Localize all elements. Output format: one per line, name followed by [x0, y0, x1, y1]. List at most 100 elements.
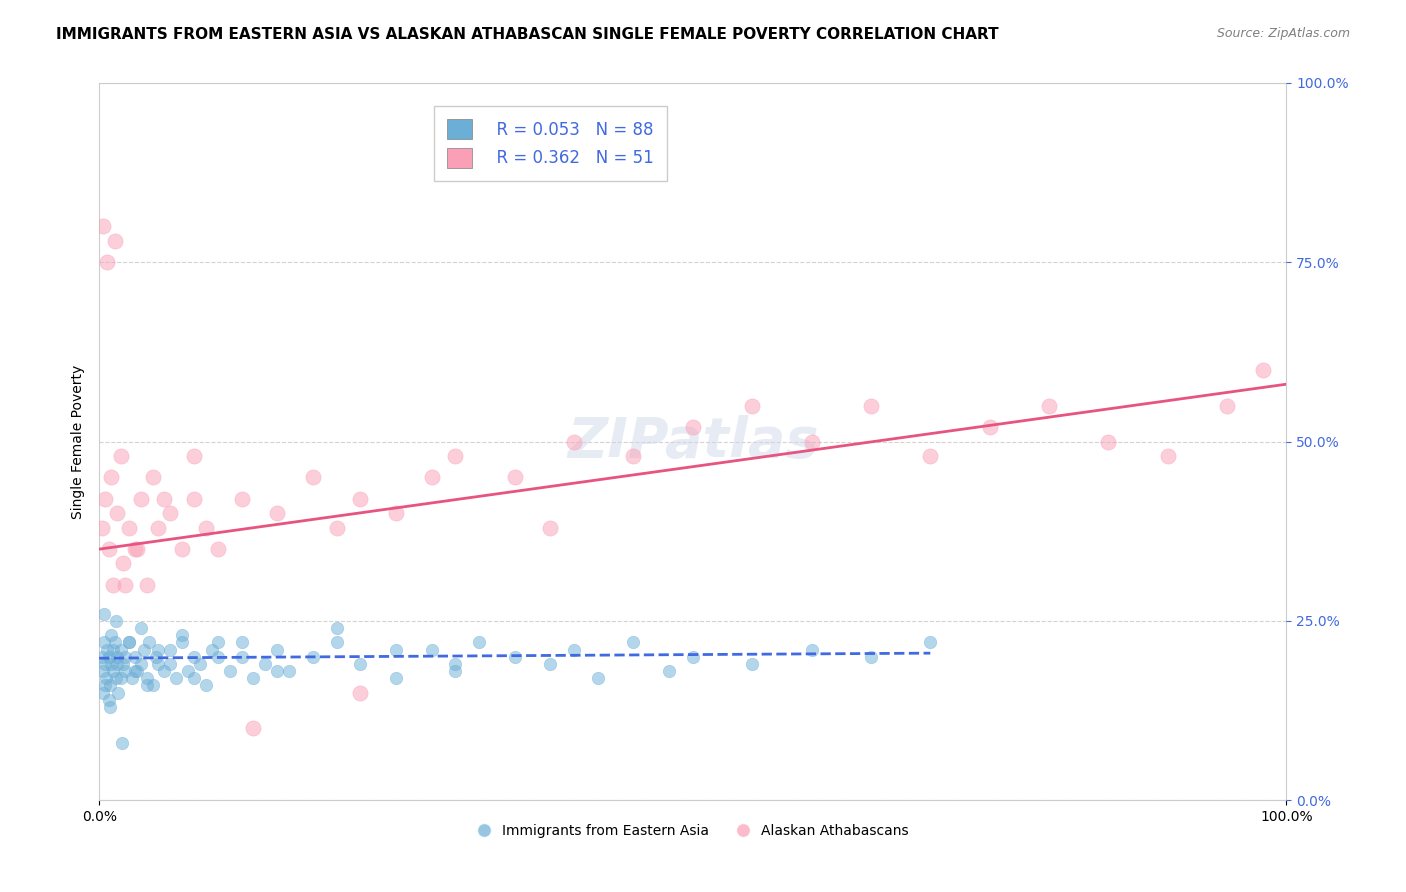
Point	[623, 449, 645, 463]
Point	[468, 635, 491, 649]
Point	[1097, 434, 1119, 449]
Point	[100, 657, 122, 671]
Point	[96, 255, 118, 269]
Point	[172, 542, 194, 557]
Point	[859, 649, 882, 664]
Point	[201, 642, 224, 657]
Point	[103, 234, 125, 248]
Point	[127, 664, 149, 678]
Point	[107, 685, 129, 699]
Point	[325, 635, 347, 649]
Point	[349, 657, 371, 671]
Point	[159, 657, 181, 671]
Point	[110, 642, 132, 657]
Point	[103, 578, 125, 592]
Point	[385, 642, 408, 657]
Point	[503, 649, 526, 664]
Point	[98, 700, 121, 714]
Point	[538, 521, 561, 535]
Text: ZIPatlas: ZIPatlas	[567, 415, 818, 468]
Point	[920, 449, 942, 463]
Point	[859, 399, 882, 413]
Point	[183, 649, 205, 664]
Point	[207, 542, 229, 557]
Point	[124, 542, 146, 557]
Point	[90, 649, 112, 664]
Point	[100, 628, 122, 642]
Point	[242, 722, 264, 736]
Point	[110, 671, 132, 685]
Point	[444, 664, 467, 678]
Text: Source: ZipAtlas.com: Source: ZipAtlas.com	[1216, 27, 1350, 40]
Point	[96, 671, 118, 685]
Point	[177, 664, 200, 678]
Point	[302, 470, 325, 484]
Point	[538, 657, 561, 671]
Point	[266, 664, 288, 678]
Point	[90, 521, 112, 535]
Point	[94, 678, 117, 692]
Point	[741, 657, 763, 671]
Point	[1251, 363, 1274, 377]
Point	[658, 664, 681, 678]
Point	[207, 649, 229, 664]
Point	[231, 491, 253, 506]
Point	[97, 542, 120, 557]
Point	[135, 678, 157, 692]
Point	[444, 657, 467, 671]
Point	[188, 657, 211, 671]
Point	[562, 642, 585, 657]
Point	[148, 521, 170, 535]
Point	[266, 642, 288, 657]
Point	[420, 470, 443, 484]
Point	[96, 642, 118, 657]
Point	[920, 635, 942, 649]
Point	[1216, 399, 1239, 413]
Point	[231, 635, 253, 649]
Point	[111, 736, 134, 750]
Point	[103, 635, 125, 649]
Point	[94, 491, 117, 506]
Point	[800, 642, 823, 657]
Point	[254, 657, 277, 671]
Point	[242, 671, 264, 685]
Point	[586, 671, 609, 685]
Point	[172, 628, 194, 642]
Point	[98, 678, 121, 692]
Point	[349, 685, 371, 699]
Text: IMMIGRANTS FROM EASTERN ASIA VS ALASKAN ATHABASCAN SINGLE FEMALE POVERTY CORRELA: IMMIGRANTS FROM EASTERN ASIA VS ALASKAN …	[56, 27, 998, 42]
Point	[114, 649, 136, 664]
Point	[111, 557, 134, 571]
Point	[349, 491, 371, 506]
Point	[129, 491, 152, 506]
Point	[100, 470, 122, 484]
Point	[503, 470, 526, 484]
Point	[94, 657, 117, 671]
Point	[91, 219, 114, 234]
Point	[138, 635, 160, 649]
Point	[124, 664, 146, 678]
Legend: Immigrants from Eastern Asia, Alaskan Athabascans: Immigrants from Eastern Asia, Alaskan At…	[471, 818, 914, 844]
Point	[420, 642, 443, 657]
Point	[325, 521, 347, 535]
Point	[111, 657, 134, 671]
Point	[145, 649, 167, 664]
Point	[183, 449, 205, 463]
Point	[159, 642, 181, 657]
Point	[278, 664, 301, 678]
Point	[623, 635, 645, 649]
Point	[142, 678, 165, 692]
Point	[105, 657, 128, 671]
Point	[127, 542, 149, 557]
Point	[165, 671, 187, 685]
Point	[103, 642, 125, 657]
Point	[195, 678, 218, 692]
Point	[118, 635, 141, 649]
Point	[172, 635, 194, 649]
Point	[218, 664, 240, 678]
Point	[104, 614, 127, 628]
Point	[114, 578, 136, 592]
Point	[800, 434, 823, 449]
Point	[148, 657, 170, 671]
Point	[93, 607, 115, 621]
